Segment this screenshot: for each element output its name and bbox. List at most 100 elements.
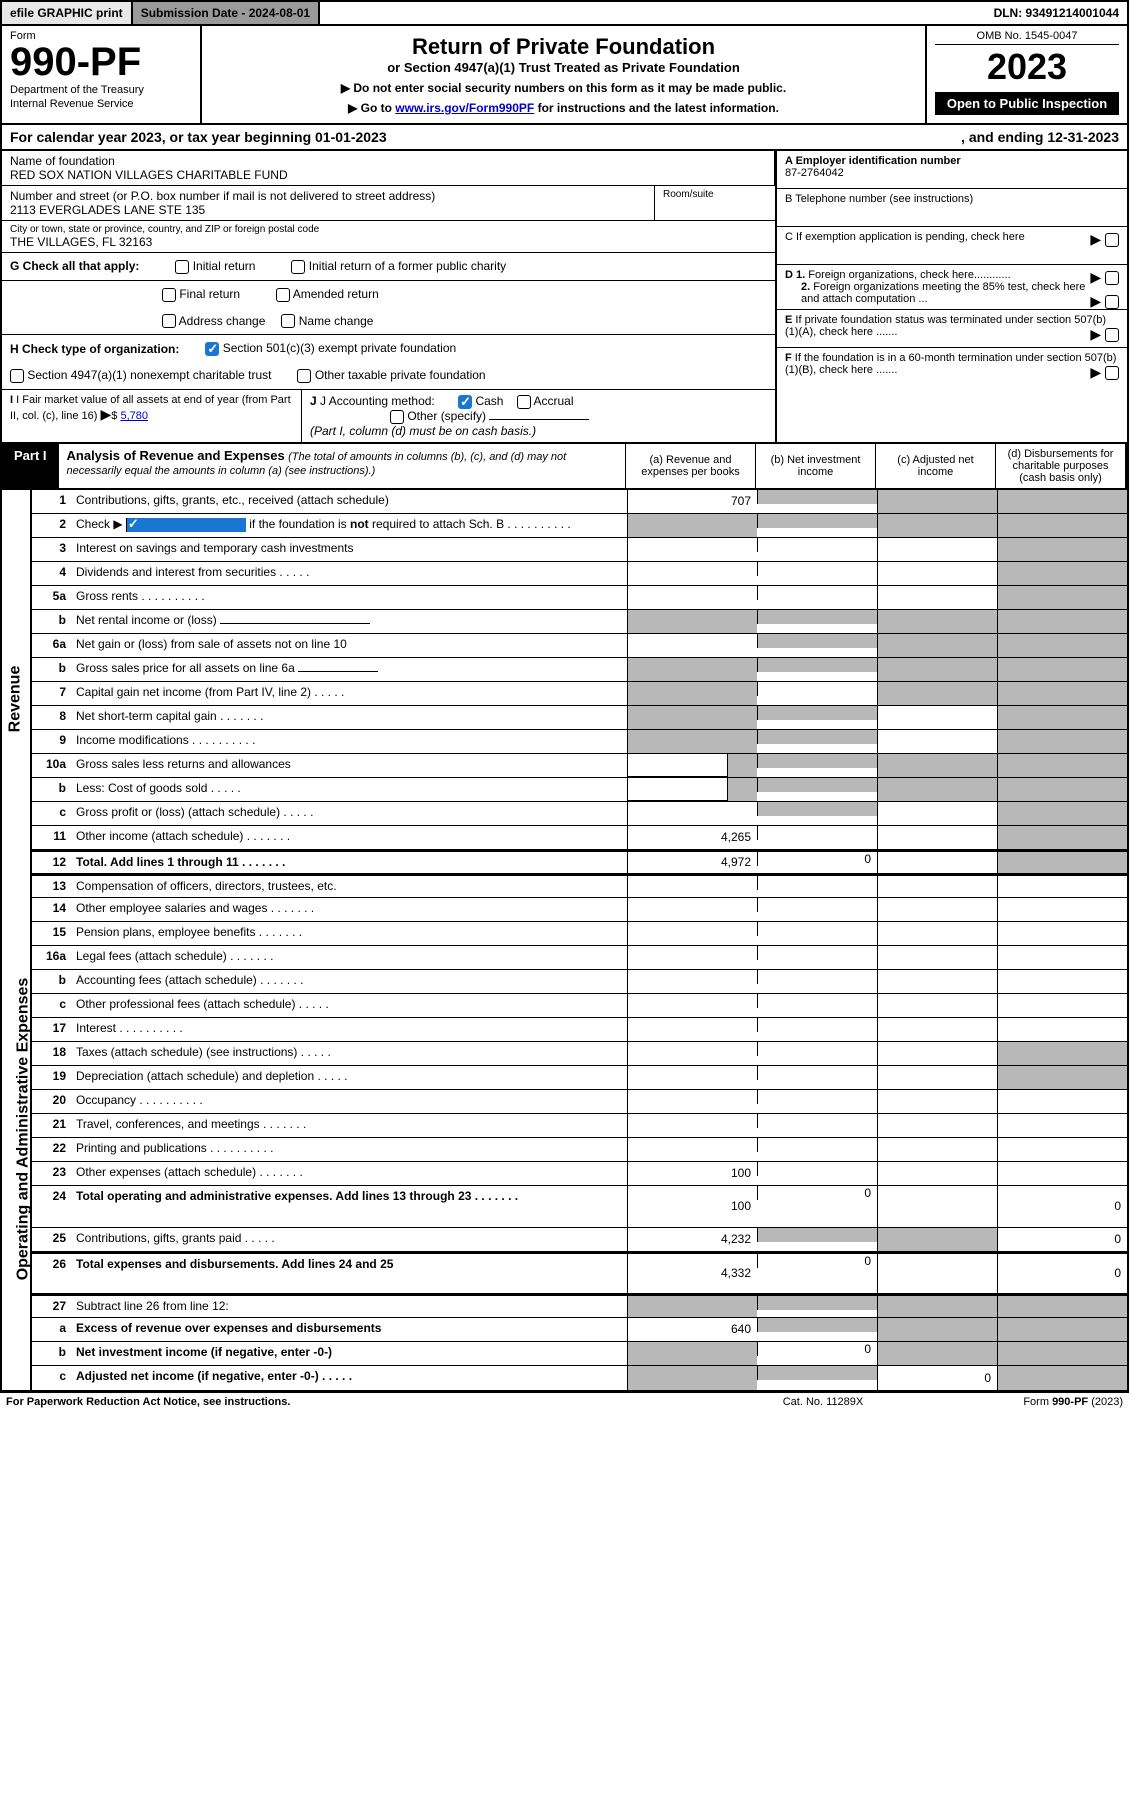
accrual-checkbox[interactable]: [517, 395, 531, 409]
501c3-checkbox[interactable]: [205, 342, 219, 356]
row-num: 27: [32, 1296, 70, 1317]
cell-b: [757, 876, 877, 890]
cell-b: [757, 1318, 877, 1332]
row-num: 6a: [32, 634, 70, 657]
row-desc: Other expenses (attach schedule): [70, 1162, 627, 1185]
row-num: 21: [32, 1114, 70, 1137]
foundation-name: RED SOX NATION VILLAGES CHARITABLE FUND: [10, 168, 766, 182]
instruction-2: ▶ Go to www.irs.gov/Form990PF for instru…: [210, 101, 917, 115]
cell-c: 0: [877, 1366, 997, 1390]
table-row: 8 Net short-term capital gain: [32, 706, 1127, 730]
cell-b: 0: [757, 1186, 877, 1200]
cell-d: [997, 730, 1127, 753]
85pct-checkbox[interactable]: [1105, 295, 1119, 309]
initial-former-checkbox[interactable]: [291, 260, 305, 274]
row-num: c: [32, 1366, 70, 1390]
section-g-row3: Address change Name change: [2, 308, 775, 336]
cell-a: [627, 1018, 757, 1041]
table-row: 27 Subtract line 26 from line 12:: [32, 1294, 1127, 1318]
row-desc: Adjusted net income (if negative, enter …: [70, 1366, 627, 1390]
row-num: 15: [32, 922, 70, 945]
table-row: b Net rental income or (loss): [32, 610, 1127, 634]
cell-c: [877, 1318, 997, 1341]
fmv-link[interactable]: 5,780: [120, 410, 148, 422]
cell-d: [997, 1042, 1127, 1065]
entity-block: Name of foundation RED SOX NATION VILLAG…: [0, 151, 1129, 444]
cell-c: [877, 658, 997, 681]
j-label: J Accounting method:: [320, 394, 435, 408]
dept-treasury: Department of the Treasury: [10, 84, 192, 96]
section-h-row2: Section 4947(a)(1) nonexempt charitable …: [2, 362, 775, 390]
name-change-checkbox[interactable]: [281, 314, 295, 328]
cell-b: [757, 778, 877, 792]
cell-c: [877, 610, 997, 633]
terminated-checkbox[interactable]: [1105, 328, 1119, 342]
cell-c: [877, 682, 997, 705]
cell-a: [727, 754, 757, 777]
cell-b: [757, 538, 877, 552]
section-a: A Employer identification number 87-2764…: [777, 151, 1127, 189]
cell-c: [877, 754, 997, 777]
cell-c: [877, 1090, 997, 1113]
60month-checkbox[interactable]: [1105, 366, 1119, 380]
row-num: b: [32, 1342, 70, 1365]
cell-a: [627, 1066, 757, 1089]
cell-b: [757, 586, 877, 600]
catalog-number: Cat. No. 11289X: [723, 1396, 923, 1408]
instr2-pre: ▶ Go to: [348, 101, 395, 115]
cell-c: [877, 1254, 997, 1293]
initial-return-checkbox[interactable]: [175, 260, 189, 274]
other-taxable-checkbox[interactable]: [297, 369, 311, 383]
table-row: 14 Other employee salaries and wages: [32, 898, 1127, 922]
efile-graphic-label[interactable]: efile GRAPHIC print: [2, 2, 133, 24]
cell-c: [877, 490, 997, 513]
irs-link[interactable]: www.irs.gov/Form990PF: [395, 101, 534, 115]
cell-d: 0: [997, 1254, 1127, 1293]
4947-checkbox[interactable]: [10, 369, 24, 383]
other-method-checkbox[interactable]: [390, 410, 404, 424]
cell-a: [627, 898, 757, 921]
cell-d: [997, 634, 1127, 657]
table-row: a Excess of revenue over expenses and di…: [32, 1318, 1127, 1342]
street-label: Number and street (or P.O. box number if…: [10, 189, 646, 203]
entity-left: Name of foundation RED SOX NATION VILLAG…: [2, 151, 777, 442]
h-label: H Check type of organization:: [10, 342, 179, 356]
part1-label: Part I: [2, 444, 59, 488]
cash-checkbox[interactable]: [458, 395, 472, 409]
cell-b: [757, 946, 877, 960]
table-row: 6a Net gain or (loss) from sale of asset…: [32, 634, 1127, 658]
table-row: 20 Occupancy: [32, 1090, 1127, 1114]
g-name: Name change: [299, 314, 374, 328]
cell-c: [877, 1186, 997, 1227]
cell-c: [877, 514, 997, 537]
table-row: 4 Dividends and interest from securities: [32, 562, 1127, 586]
row-desc: Other income (attach schedule): [70, 826, 627, 849]
cell-a: [627, 994, 757, 1017]
row-desc: Legal fees (attach schedule): [70, 946, 627, 969]
cell-a: [627, 1042, 757, 1065]
cell-a: [727, 778, 757, 801]
row-num: 1: [32, 490, 70, 513]
part1-header: Part I Analysis of Revenue and Expenses …: [0, 444, 1129, 490]
exemption-pending-checkbox[interactable]: [1105, 233, 1119, 247]
cell-d: [997, 876, 1127, 897]
cell-c: [877, 1228, 997, 1251]
final-return-checkbox[interactable]: [162, 288, 176, 302]
cell-a: [627, 562, 757, 585]
cell-b: [757, 634, 877, 648]
row-desc: Less: Cost of goods sold: [70, 778, 627, 801]
address-change-checkbox[interactable]: [162, 314, 176, 328]
cell-c: [877, 778, 997, 801]
j-other: Other (specify): [407, 409, 486, 423]
foreign-org-checkbox[interactable]: [1105, 271, 1119, 285]
cell-d: [997, 898, 1127, 921]
g-initial: Initial return: [193, 259, 256, 273]
topbar-spacer: [320, 2, 985, 24]
form-header: Form 990-PF Department of the Treasury I…: [0, 26, 1129, 125]
amended-return-checkbox[interactable]: [276, 288, 290, 302]
cell-d: [997, 1366, 1127, 1390]
schb-checkbox[interactable]: [126, 518, 246, 532]
row-desc: Contributions, gifts, grants paid: [70, 1228, 627, 1251]
table-row: b Accounting fees (attach schedule): [32, 970, 1127, 994]
cell-c: [877, 1018, 997, 1041]
